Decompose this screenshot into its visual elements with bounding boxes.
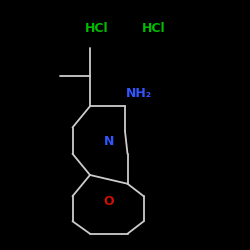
Text: NH₂: NH₂ [126,87,152,100]
Text: HCl: HCl [84,22,108,35]
Text: O: O [104,195,114,208]
Text: HCl: HCl [142,22,166,35]
Text: N: N [104,135,114,148]
